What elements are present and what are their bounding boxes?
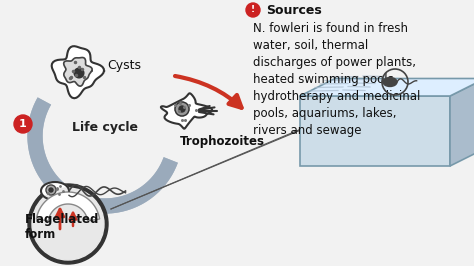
Polygon shape [450, 78, 474, 166]
Text: Life cycle: Life cycle [72, 122, 138, 135]
Circle shape [179, 106, 185, 112]
Polygon shape [300, 78, 474, 96]
Polygon shape [64, 57, 92, 86]
Text: N. fowleri is found in fresh
water, soil, thermal
discharges of power plants,
he: N. fowleri is found in fresh water, soil… [253, 22, 420, 137]
Circle shape [74, 68, 84, 78]
Text: !: ! [251, 6, 255, 15]
Circle shape [175, 102, 189, 116]
Circle shape [49, 188, 53, 192]
Polygon shape [36, 192, 100, 221]
Ellipse shape [41, 182, 69, 200]
Circle shape [46, 185, 56, 195]
Text: Flagellated
form: Flagellated form [25, 213, 100, 241]
Ellipse shape [383, 77, 397, 86]
Polygon shape [161, 93, 212, 129]
Circle shape [246, 3, 260, 17]
Circle shape [14, 115, 32, 133]
Circle shape [28, 184, 108, 264]
Circle shape [32, 188, 104, 260]
Text: Trophozoites: Trophozoites [180, 135, 265, 148]
Polygon shape [52, 46, 104, 98]
Text: Cysts: Cysts [107, 60, 141, 73]
Text: Sources: Sources [266, 3, 322, 16]
Text: 1: 1 [19, 119, 27, 129]
Polygon shape [300, 96, 450, 166]
